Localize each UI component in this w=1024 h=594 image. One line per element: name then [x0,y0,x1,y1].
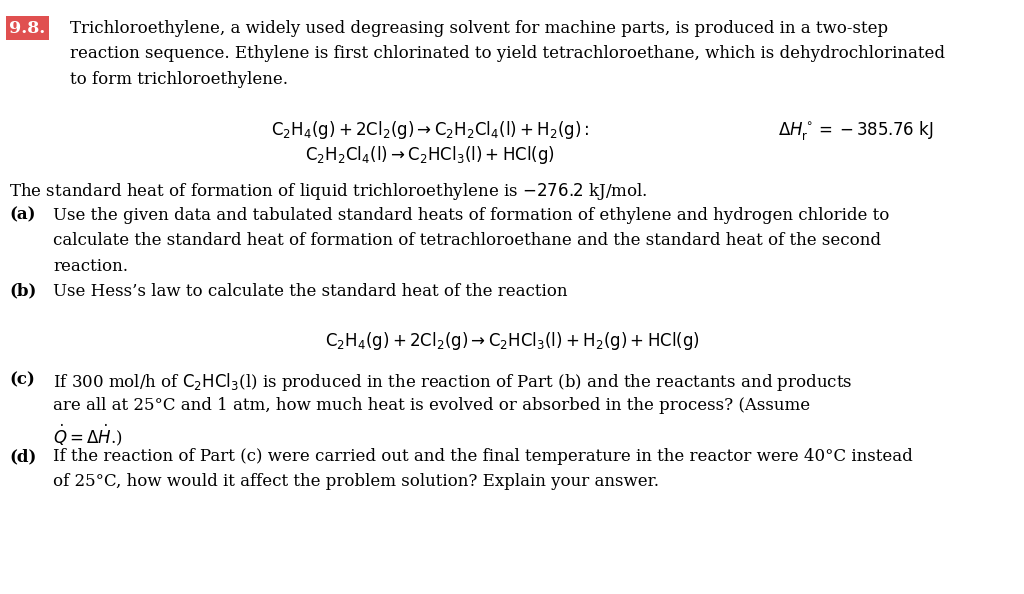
Text: (d): (d) [9,448,37,465]
Text: Use Hess’s law to calculate the standard heat of the reaction: Use Hess’s law to calculate the standard… [53,283,567,300]
Text: Use the given data and tabulated standard heats of formation of ethylene and hyd: Use the given data and tabulated standar… [53,207,890,224]
Text: $\mathrm{C_2H_2Cl_4(l) \rightarrow C_2HCl_3(l) + HCl(g)}$: $\mathrm{C_2H_2Cl_4(l) \rightarrow C_2HC… [305,144,555,166]
Text: to form trichloroethylene.: to form trichloroethylene. [70,71,288,88]
Text: are all at 25°C and 1 atm, how much heat is evolved or absorbed in the process? : are all at 25°C and 1 atm, how much heat… [53,397,810,414]
Text: $\mathrm{C_2H_4(g) + 2Cl_2(g) \rightarrow C_2HCl_3(l) + H_2(g) + HCl(g)}$: $\mathrm{C_2H_4(g) + 2Cl_2(g) \rightarro… [325,330,699,352]
Text: reaction.: reaction. [53,258,128,275]
Text: $\mathrm{C_2H_4(g) + 2Cl_2(g) \rightarrow C_2H_2Cl_4(l) + H_2(g):}$: $\mathrm{C_2H_4(g) + 2Cl_2(g) \rightarro… [270,119,590,141]
Text: (b): (b) [9,283,37,300]
Text: 9.8.: 9.8. [9,20,45,37]
Text: (c): (c) [9,371,35,388]
Text: If the reaction of Part (c) were carried out and the final temperature in the re: If the reaction of Part (c) were carried… [53,448,913,465]
Text: $\dot{Q} = \Delta\dot{H}$.): $\dot{Q} = \Delta\dot{H}$.) [53,422,123,448]
Text: calculate the standard heat of formation of tetrachloroethane and the standard h: calculate the standard heat of formation… [53,232,882,249]
Text: The standard heat of formation of liquid trichloroethylene is $-276.2$ kJ/mol.: The standard heat of formation of liquid… [9,181,648,202]
Text: (a): (a) [9,207,36,224]
Text: Trichloroethylene, a widely used degreasing solvent for machine parts, is produc: Trichloroethylene, a widely used degreas… [70,20,888,37]
Text: $\Delta H^\circ_\mathrm{r} = -385.76\ \mathrm{kJ}$: $\Delta H^\circ_\mathrm{r} = -385.76\ \m… [778,119,934,142]
Text: reaction sequence. Ethylene is first chlorinated to yield tetrachloroethane, whi: reaction sequence. Ethylene is first chl… [70,45,944,62]
Text: of 25°C, how would it affect the problem solution? Explain your answer.: of 25°C, how would it affect the problem… [53,473,659,491]
Text: If 300 mol/h of $\mathrm{C_2HCl_3}$(l) is produced in the reaction of Part (b) a: If 300 mol/h of $\mathrm{C_2HCl_3}$(l) i… [53,371,853,393]
